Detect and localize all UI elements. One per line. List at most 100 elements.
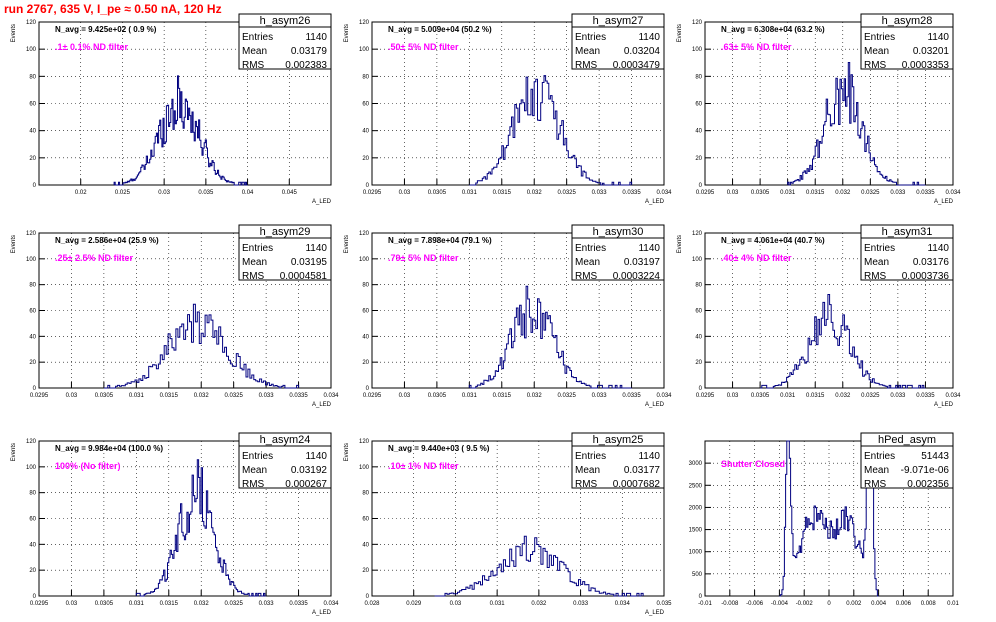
x-tick-label: 0.0325 bbox=[557, 393, 576, 399]
x-tick-label: 0.025 bbox=[115, 190, 131, 196]
stats-mean: 0.03197 bbox=[624, 257, 661, 268]
run-title: run 2767, 635 V, I_pe ≈ 0.50 nA, 120 Hz bbox=[4, 2, 222, 16]
x-tick-label: 0.006 bbox=[896, 601, 912, 607]
x-tick-label: 0.031 bbox=[129, 601, 145, 607]
y-tick-label: 40 bbox=[695, 129, 702, 135]
navg-label: N_avg = 4.061e+04 (40.7 %) bbox=[721, 236, 825, 245]
x-tick-label: 0.034 bbox=[323, 601, 339, 607]
y-tick-label: 2500 bbox=[689, 483, 703, 489]
y-tick-label: 120 bbox=[692, 231, 703, 237]
y-axis-label: Events bbox=[344, 24, 350, 42]
x-tick-label: -0.008 bbox=[721, 601, 739, 607]
y-tick-label: 80 bbox=[695, 283, 702, 289]
stats-rms: 0.0003353 bbox=[902, 60, 950, 71]
x-tick-label: 0.031 bbox=[462, 190, 478, 196]
histogram-line bbox=[779, 440, 879, 597]
x-tick-label: -0.006 bbox=[746, 601, 764, 607]
panel-h_asym31: 0.0295 0.03 0.0305 0.031 0.0315 0.032 0.0325 0.… bbox=[677, 224, 961, 408]
x-tick-label: 0.0335 bbox=[289, 601, 308, 607]
y-tick-label: 2000 bbox=[689, 505, 703, 511]
stats-label: Entries bbox=[864, 243, 895, 254]
y-tick-label: 0 bbox=[699, 183, 703, 189]
histogram-name: h_asym28 bbox=[882, 15, 933, 27]
stats-label: Mean bbox=[575, 465, 600, 476]
stats-entries: 1140 bbox=[638, 451, 660, 462]
panel-h_asym26: 0.02 0.025 0.03 0.035 0.04 0.045 0 20 40 60 80 100 1… bbox=[11, 13, 332, 205]
histogram-line bbox=[787, 62, 926, 186]
y-tick-label: 20 bbox=[695, 360, 702, 366]
stats-label: Mean bbox=[864, 46, 889, 57]
y-tick-label: 40 bbox=[362, 542, 369, 548]
x-tick-label: 0.004 bbox=[871, 601, 887, 607]
stats-rms: 0.0004581 bbox=[280, 271, 328, 282]
stats-label: Entries bbox=[242, 32, 273, 43]
x-tick-label: 0.0325 bbox=[861, 393, 880, 399]
panel-h_asym24: 0.0295 0.03 0.0305 0.031 0.0315 0.032 0.0325 0.… bbox=[11, 432, 339, 616]
filter-label: Shutter Closed bbox=[721, 459, 785, 469]
x-tick-label: 0.028 bbox=[364, 601, 380, 607]
y-tick-label: 0 bbox=[366, 386, 370, 392]
x-tick-label: -0.002 bbox=[796, 601, 814, 607]
x-tick-label: 0.0315 bbox=[806, 190, 825, 196]
y-tick-label: 0 bbox=[366, 594, 370, 600]
histogram-line bbox=[135, 459, 267, 597]
y-axis-label: Events bbox=[677, 24, 683, 42]
x-tick-label: 0.03 bbox=[399, 190, 411, 196]
y-tick-label: 1000 bbox=[689, 550, 703, 556]
panel-h_asym28: 0.0295 0.03 0.0305 0.031 0.0315 0.032 0.0325 0.… bbox=[677, 13, 961, 205]
y-tick-label: 100 bbox=[692, 257, 703, 263]
stats-entries: 1140 bbox=[638, 243, 660, 254]
stats-label: Entries bbox=[242, 451, 273, 462]
stats-rms: 0.0003736 bbox=[902, 271, 950, 282]
x-tick-label: 0.032 bbox=[531, 601, 547, 607]
x-tick-label: 0.03 bbox=[66, 601, 78, 607]
navg-label: N_avg = 2.586e+04 (25.9 %) bbox=[55, 236, 159, 245]
stats-entries: 1140 bbox=[927, 32, 949, 43]
stats-box bbox=[571, 432, 665, 489]
x-tick-label: 0.03 bbox=[727, 190, 739, 196]
stats-rms: 0.0007682 bbox=[613, 479, 661, 490]
x-tick-label: 0.0295 bbox=[30, 393, 49, 399]
x-axis-label: A_LED bbox=[934, 402, 954, 408]
navg-label: N_avg = 5.009e+04 (50.2 %) bbox=[388, 25, 492, 34]
x-tick-label: 0.034 bbox=[656, 393, 672, 399]
x-tick-label: 0.0295 bbox=[30, 601, 49, 607]
stats-mean: 0.03179 bbox=[291, 46, 328, 57]
y-tick-label: 60 bbox=[29, 517, 36, 523]
x-axis-label: A_LED bbox=[312, 402, 332, 408]
y-tick-label: 60 bbox=[695, 102, 702, 108]
y-tick-label: 40 bbox=[362, 334, 369, 340]
x-tick-label: 0.033 bbox=[890, 190, 906, 196]
x-tick-label: 0.0315 bbox=[493, 393, 512, 399]
stats-label: Entries bbox=[242, 243, 273, 254]
x-tick-label: 0.04 bbox=[242, 190, 254, 196]
stats-entries: 51443 bbox=[921, 451, 949, 462]
stats-entries: 1140 bbox=[305, 451, 327, 462]
y-tick-label: 0 bbox=[366, 183, 370, 189]
y-tick-label: 100 bbox=[359, 257, 370, 263]
stats-box bbox=[860, 13, 954, 70]
x-axis-label: A_LED bbox=[312, 199, 332, 205]
y-axis-label: Events bbox=[11, 443, 17, 461]
x-tick-label: 0.032 bbox=[194, 601, 210, 607]
stats-rms: 0.000267 bbox=[285, 479, 327, 490]
stats-mean: -9.071e-06 bbox=[901, 465, 950, 476]
x-tick-label: 0.0295 bbox=[696, 393, 715, 399]
y-axis-label: Events bbox=[11, 235, 17, 253]
y-tick-label: 3000 bbox=[689, 461, 703, 467]
x-tick-label: 0.031 bbox=[462, 393, 478, 399]
x-tick-label: 0.0315 bbox=[493, 190, 512, 196]
stats-mean: 0.03176 bbox=[913, 257, 950, 268]
x-tick-label: 0.0295 bbox=[696, 190, 715, 196]
stats-label: Entries bbox=[575, 451, 606, 462]
filter-label: .79± 5% ND filter bbox=[388, 253, 459, 263]
x-tick-label: -0.01 bbox=[698, 601, 712, 607]
y-tick-label: 40 bbox=[29, 334, 36, 340]
y-tick-label: 60 bbox=[362, 102, 369, 108]
stats-label: RMS bbox=[864, 479, 887, 490]
y-tick-label: 100 bbox=[26, 47, 37, 53]
x-axis-label: A_LED bbox=[645, 199, 665, 205]
x-tick-label: 0.033 bbox=[592, 190, 608, 196]
navg-label: N_avg = 7.898e+04 (79.1 %) bbox=[388, 236, 492, 245]
y-tick-label: 0 bbox=[33, 386, 37, 392]
